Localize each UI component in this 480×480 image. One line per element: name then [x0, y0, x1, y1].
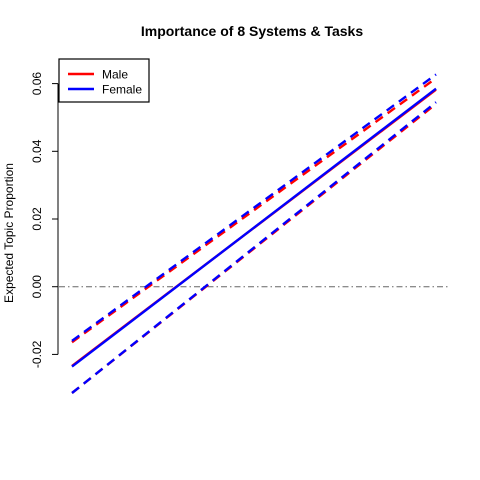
- series-line-female-solid: [71, 87, 437, 368]
- y-tick-label: 0.00: [30, 275, 44, 299]
- y-axis-label: Expected Topic Proportion: [2, 163, 16, 303]
- y-tick-label: 0.06: [30, 72, 44, 96]
- series-line-male-dashed: [71, 77, 437, 344]
- series-lines: [71, 73, 437, 394]
- y-tick-label: 0.04: [30, 139, 44, 163]
- series-line-female-dashed: [71, 101, 437, 394]
- legend-label-male: Male: [102, 68, 128, 82]
- legend-box: [58, 58, 150, 103]
- y-axis: -0.02 0.00 0.02 0.04 0.06: [30, 72, 59, 368]
- chart-title: Importance of 8 Systems & Tasks: [141, 23, 363, 39]
- legend: Male Female: [58, 58, 150, 103]
- legend-label-female: Female: [102, 83, 142, 97]
- y-tick-label: 0.02: [30, 207, 44, 231]
- y-tick-label: -0.02: [30, 340, 44, 368]
- series-line-female-dashed: [71, 73, 437, 342]
